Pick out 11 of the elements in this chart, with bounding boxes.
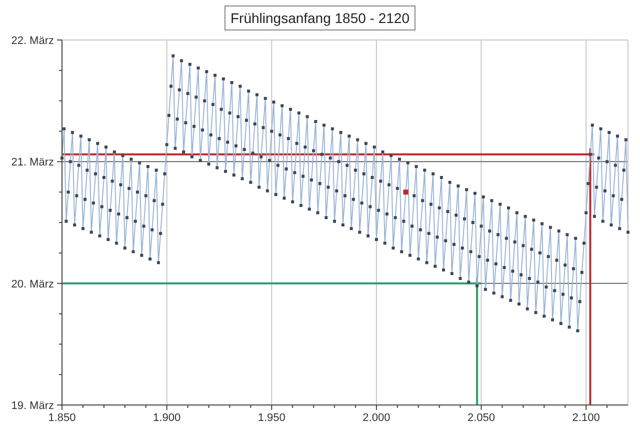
x-tick-label: 2.000 bbox=[362, 412, 390, 424]
y-tick-label: 19. März bbox=[11, 400, 54, 412]
x-tick-label: 2.100 bbox=[572, 412, 600, 424]
x-tick-label: 2.050 bbox=[467, 412, 496, 424]
x-tick-label: 1.850 bbox=[48, 412, 76, 424]
y-tick-label: 21. März bbox=[11, 156, 54, 169]
x-tick-label: 1.900 bbox=[153, 412, 181, 424]
x-tick-label: 1.950 bbox=[258, 412, 286, 424]
chart-title: Frühlingsanfang 1850 - 2120 bbox=[230, 10, 410, 26]
y-tick-label: 22. März bbox=[11, 35, 54, 47]
y-tick-label: 20. März bbox=[11, 278, 54, 290]
